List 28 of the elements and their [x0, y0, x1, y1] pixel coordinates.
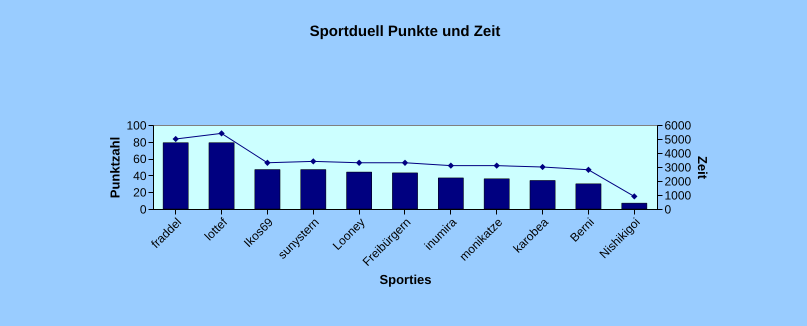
y-axis-title: Punktzahl	[107, 136, 122, 198]
y2-tick-label: 2000	[664, 174, 692, 188]
point	[356, 160, 362, 166]
y-tick-label: 20	[133, 186, 147, 200]
y-tick-label: 40	[133, 168, 147, 183]
y2-tick-label: 5000	[664, 132, 692, 146]
y2-tick-label: 4000	[664, 146, 692, 160]
point	[448, 162, 454, 169]
y-tick-label: 0	[140, 202, 147, 216]
point	[585, 166, 592, 173]
x-axis-title: Sporties	[379, 272, 432, 288]
point	[631, 193, 638, 200]
y2-tick-label: 1000	[664, 188, 692, 202]
y2-tick-label: 0	[664, 202, 672, 216]
point	[218, 130, 225, 137]
point	[539, 164, 546, 170]
y-tick-label: 100	[126, 118, 147, 132]
point	[310, 158, 316, 165]
y2-tick-label: 3000	[664, 160, 692, 174]
point	[264, 160, 271, 166]
chart-title: Sportduell Punkte und Zeit	[310, 23, 500, 40]
point	[402, 160, 408, 166]
point	[494, 162, 500, 169]
y2-tick-label: 6000	[664, 118, 692, 132]
y-tick-label: 60	[133, 152, 147, 166]
y2-axis-title: Zeit	[695, 156, 710, 180]
y-tick-label: 80	[133, 135, 147, 150]
point	[172, 136, 179, 142]
